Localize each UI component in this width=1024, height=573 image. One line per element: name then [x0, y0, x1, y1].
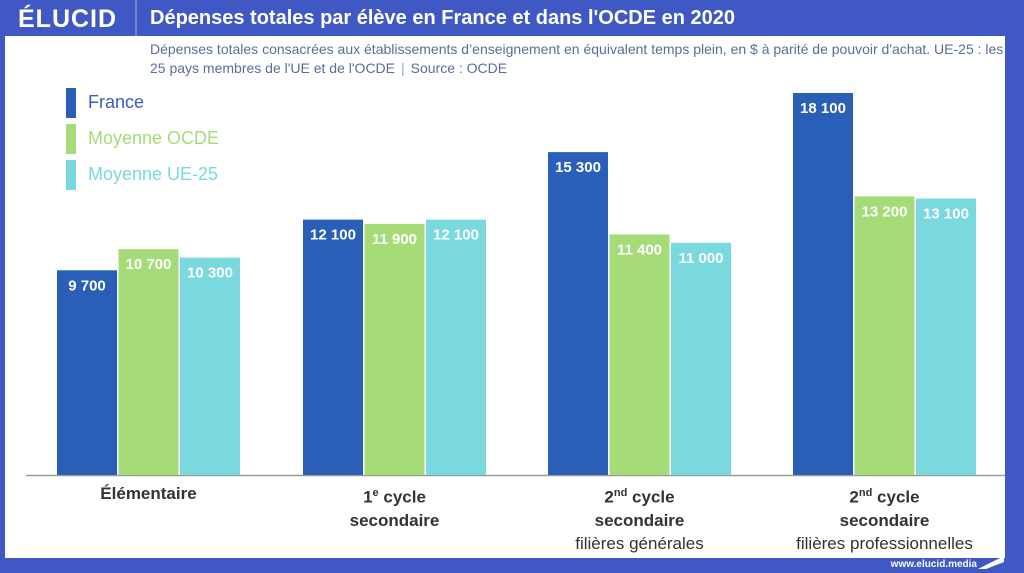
bar [854, 196, 915, 475]
category-label: 1e cycle secondaire [275, 482, 515, 532]
bar-value-label: 13 100 [923, 206, 969, 223]
category-label: Élémentaire [29, 482, 269, 505]
bar-value-label: 11 900 [372, 231, 417, 248]
bar-value-label: 18 100 [800, 100, 846, 117]
footer-url[interactable]: www.elucid.media [890, 559, 977, 570]
legend-swatch [66, 124, 76, 154]
legend-label: Moyenne UE-25 [88, 164, 219, 184]
bar-value-label: 15 300 [555, 159, 601, 176]
bar [793, 93, 853, 475]
category-label-line2: secondaire [594, 510, 685, 530]
category-label-line3: filières générales [575, 533, 704, 553]
legend-swatch [66, 88, 76, 118]
bar [671, 242, 731, 475]
legend-label: France [88, 92, 145, 112]
category-label-line1: 2nd cycle [849, 487, 920, 507]
elucid-flag-icon [978, 556, 1004, 569]
bar [364, 223, 425, 475]
category-label-line2: secondaire [839, 510, 930, 530]
category-label-line1: 2nd cycle [604, 487, 675, 507]
bar-value-label: 12 100 [310, 227, 356, 244]
bar [548, 152, 608, 475]
category-label: 2nd cycle secondaire filières professionne… [765, 482, 1005, 555]
chart-title: Dépenses totales par élève en France et … [150, 7, 736, 29]
bar-value-label: 10 300 [187, 265, 233, 282]
category-label-line1: 1e cycle [363, 487, 426, 507]
legend-swatch [66, 160, 76, 190]
header-bar: ÉLUCID Dépenses totales par élève en Fra… [0, 0, 1024, 36]
category-label: 2nd cycle secondaire filières générales [520, 482, 760, 555]
bar [303, 219, 363, 475]
category-label-line2: secondaire [349, 510, 440, 530]
bar [57, 270, 117, 475]
bar [118, 249, 179, 475]
bar-value-label: 9 700 [68, 277, 106, 294]
category-label-line3: filières professionnelles [796, 533, 973, 553]
header-divider [135, 0, 137, 36]
bar-value-label: 12 100 [433, 227, 479, 244]
bar [426, 219, 486, 475]
bar [609, 234, 670, 475]
source-text: Source : OCDE [410, 60, 508, 76]
legend-label: Moyenne OCDE [88, 128, 220, 148]
bar-value-label: 13 200 [862, 203, 908, 220]
bar-value-label: 10 700 [126, 256, 172, 273]
category-label-line1: Élémentaire [100, 484, 197, 503]
elucid-logo: ÉLUCID [18, 5, 118, 33]
chart-subtitle: Dépenses totales consacrées aux établiss… [150, 40, 1020, 78]
subtitle-text: Dépenses totales consacrées aux établiss… [150, 41, 1004, 76]
bar-value-label: 11 400 [617, 241, 662, 258]
subtitle-separator: | [401, 60, 405, 76]
bar [916, 198, 976, 476]
bar-value-label: 11 000 [678, 250, 723, 267]
bar [180, 257, 240, 475]
